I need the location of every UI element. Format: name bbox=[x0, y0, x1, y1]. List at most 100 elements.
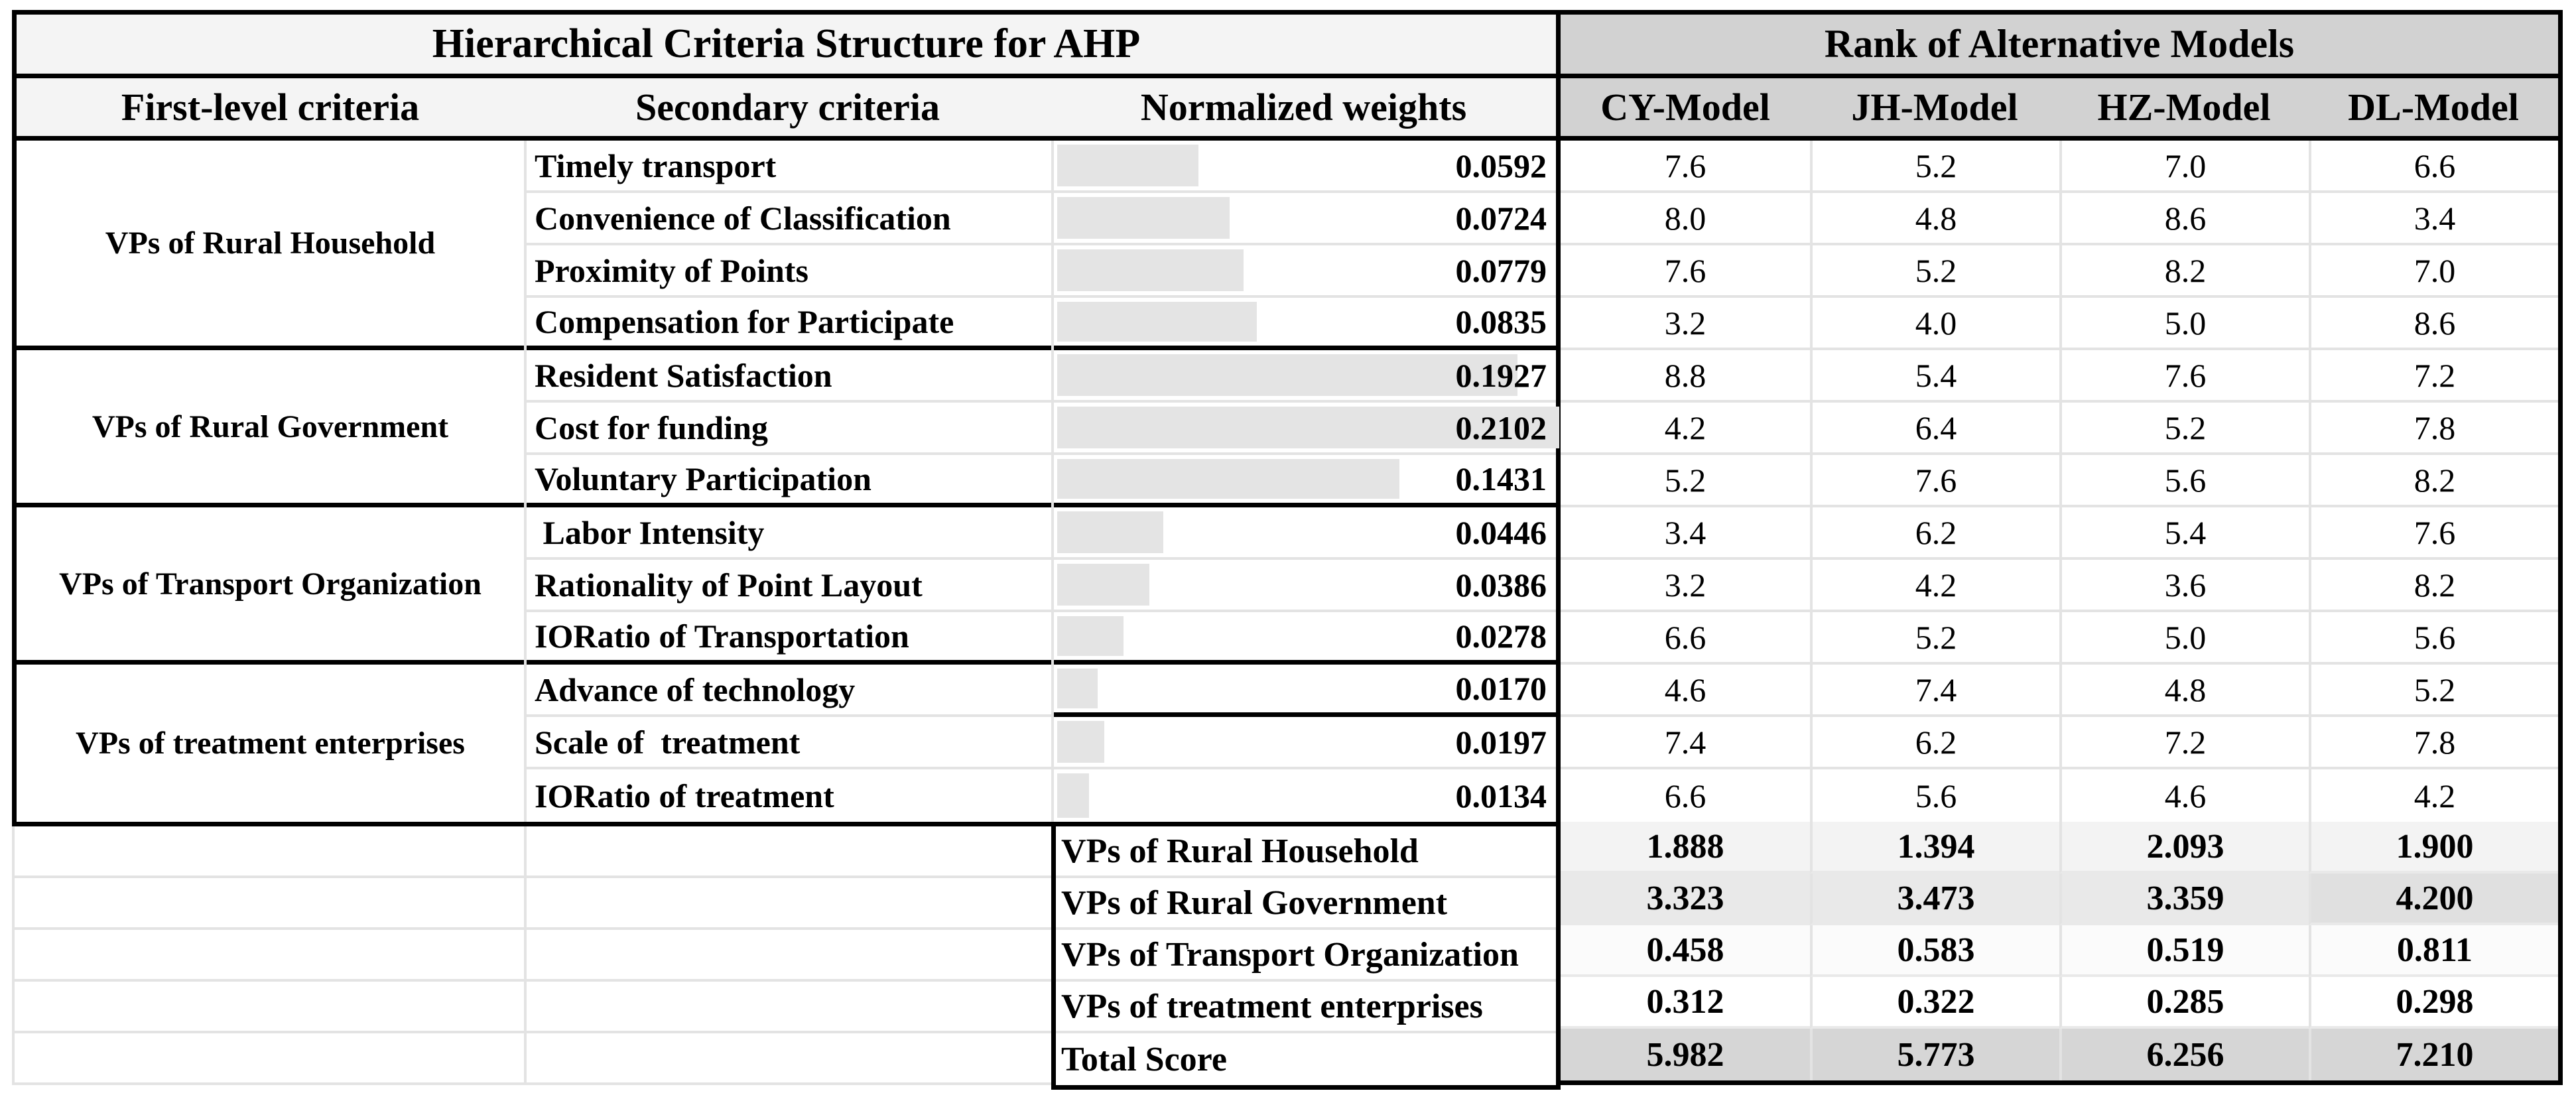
score-cell: 5.0 bbox=[2059, 612, 2309, 665]
summary-label-total-score: Total Score bbox=[1061, 1040, 1227, 1078]
summary-label: VPs of Rural Government bbox=[1056, 878, 1556, 930]
weight-value: 0.0170 bbox=[1455, 670, 1547, 707]
summary-value-cell: 0.322 bbox=[1810, 977, 2059, 1029]
criterion-cell: Cost for funding bbox=[527, 403, 1051, 455]
empty-cell bbox=[524, 826, 1051, 878]
criteria-table-title: Hierarchical Criteria Structure for AHP bbox=[17, 15, 1556, 78]
score-cell: 7.0 bbox=[2309, 245, 2558, 298]
score-cell: 4.0 bbox=[1810, 298, 2059, 350]
summary-value-cell: 0.583 bbox=[1810, 925, 2059, 977]
score-cell: 8.6 bbox=[2309, 298, 2558, 350]
score-cell: 4.8 bbox=[2059, 665, 2309, 717]
score-cell: 3.4 bbox=[2309, 193, 2558, 245]
criteria-table-body: VPs of Rural Household VPs of Rural Gove… bbox=[17, 141, 1559, 822]
weight-data-bar bbox=[1057, 354, 1518, 396]
score-cell: 4.6 bbox=[2059, 769, 2309, 822]
score-cell: 3.2 bbox=[1561, 298, 1810, 350]
score-cell: 7.4 bbox=[1810, 665, 2059, 717]
weight-data-bar bbox=[1057, 407, 1559, 448]
weight-cell: 0.0278 bbox=[1054, 612, 1556, 665]
weight-value: 0.0386 bbox=[1455, 566, 1547, 604]
column-header-hz-model: HZ-Model bbox=[2059, 78, 2309, 141]
empty-cell bbox=[12, 982, 524, 1033]
criterion-cell: Advance of technology bbox=[527, 665, 1051, 717]
column-header-first-level-criteria: First-level criteria bbox=[121, 86, 420, 129]
score-cell: 5.0 bbox=[2059, 298, 2309, 350]
summary-value-cell: 1.888 bbox=[1561, 822, 1810, 874]
empty-cell bbox=[12, 826, 524, 878]
score-cell: 6.2 bbox=[1810, 717, 2059, 769]
criterion-cell: Voluntary Participation bbox=[527, 455, 1051, 507]
summary-label: VPs of Rural Household bbox=[1056, 826, 1556, 878]
score-cell: 4.2 bbox=[1810, 560, 2059, 612]
score-cell: 7.6 bbox=[1561, 245, 1810, 298]
criteria-table: Hierarchical Criteria Structure for AHP … bbox=[12, 10, 1561, 826]
group-cell-transport-organization: VPs of Transport Organization bbox=[17, 507, 524, 665]
score-cell: 5.2 bbox=[2059, 403, 2309, 455]
score-cell: 7.4 bbox=[1561, 717, 1810, 769]
empty-row bbox=[12, 878, 1051, 930]
score-cell: 6.6 bbox=[2309, 141, 2558, 193]
weight-cell: 0.0592 bbox=[1054, 141, 1556, 193]
score-cell: 8.2 bbox=[2309, 560, 2558, 612]
group-cell-treatment-enterprises: VPs of treatment enterprises bbox=[17, 665, 524, 822]
empty-spreadsheet-area bbox=[12, 826, 1051, 1085]
weight-data-bar bbox=[1057, 616, 1124, 656]
weight-cell: 0.0835 bbox=[1054, 298, 1556, 350]
weight-value: 0.0278 bbox=[1455, 617, 1547, 655]
score-cell: 7.6 bbox=[1561, 141, 1810, 193]
score-cell: 7.8 bbox=[2309, 717, 2558, 769]
score-cell: 7.6 bbox=[2309, 507, 2558, 560]
empty-cell bbox=[524, 878, 1051, 930]
score-cell: 8.6 bbox=[2059, 193, 2309, 245]
score-cell: 7.6 bbox=[1810, 455, 2059, 507]
empty-cell bbox=[12, 930, 524, 982]
weight-value: 0.0446 bbox=[1455, 513, 1547, 551]
summary-value-cell: 0.298 bbox=[2309, 977, 2558, 1029]
score-cell: 6.6 bbox=[1561, 612, 1810, 665]
summary-label: VPs of treatment enterprises bbox=[1056, 982, 1556, 1033]
column-header-cy-model: CY-Model bbox=[1561, 78, 1810, 141]
rank-table-title: Rank of Alternative Models bbox=[1561, 15, 2558, 78]
weight-cell: 0.0446 bbox=[1054, 507, 1556, 560]
total-score-cell: 7.210 bbox=[2309, 1029, 2558, 1080]
weight-data-bar bbox=[1057, 197, 1230, 239]
score-cell: 6.2 bbox=[1810, 507, 2059, 560]
empty-cell bbox=[12, 878, 524, 930]
column-header-normalized-weights: Normalized weights bbox=[1140, 86, 1467, 129]
empty-row bbox=[12, 930, 1051, 982]
column-header-jh-model: JH-Model bbox=[1810, 78, 2059, 141]
score-cell: 5.2 bbox=[2309, 665, 2558, 717]
score-cell: 5.6 bbox=[2059, 455, 2309, 507]
criterion-cell: Resident Satisfaction bbox=[527, 350, 1051, 403]
summary-value-cell: 3.473 bbox=[1810, 874, 2059, 925]
weight-value: 0.2102 bbox=[1455, 409, 1547, 446]
weight-data-bar bbox=[1057, 773, 1090, 818]
summary-value-cell: 0.312 bbox=[1561, 977, 1810, 1029]
weight-cell: 0.0134 bbox=[1054, 769, 1556, 822]
empty-row bbox=[12, 982, 1051, 1033]
weight-value: 0.0134 bbox=[1455, 777, 1547, 814]
score-cell: 7.2 bbox=[2059, 717, 2309, 769]
summary-value-cell: 0.285 bbox=[2059, 977, 2309, 1029]
weight-data-bar bbox=[1057, 721, 1105, 763]
criteria-header-row: First-level criteria Secondary criteria … bbox=[17, 78, 1556, 141]
score-cell: 7.0 bbox=[2059, 141, 2309, 193]
rank-table: Rank of Alternative Models CY-Model JH-M… bbox=[1561, 10, 2563, 1085]
score-cell: 6.4 bbox=[1810, 403, 2059, 455]
weight-value: 0.0592 bbox=[1455, 147, 1547, 184]
criterion-cell: IORatio of treatment bbox=[527, 769, 1051, 822]
score-cell: 3.2 bbox=[1561, 560, 1810, 612]
weight-data-bar bbox=[1057, 249, 1244, 291]
summary-value-cell: 2.093 bbox=[2059, 822, 2309, 874]
summary-value-cell: 1.394 bbox=[1810, 822, 2059, 874]
summary-label: VPs of Transport Organization bbox=[1056, 930, 1556, 982]
summary-value-cell: 1.900 bbox=[2309, 822, 2558, 874]
summary-value-cell: 4.200 bbox=[2309, 874, 2558, 925]
weight-data-bar bbox=[1057, 302, 1257, 342]
weight-value: 0.1927 bbox=[1455, 356, 1547, 394]
score-cell: 4.8 bbox=[1810, 193, 2059, 245]
group-cell-rural-government: VPs of Rural Government bbox=[17, 350, 524, 507]
score-cell: 8.0 bbox=[1561, 193, 1810, 245]
